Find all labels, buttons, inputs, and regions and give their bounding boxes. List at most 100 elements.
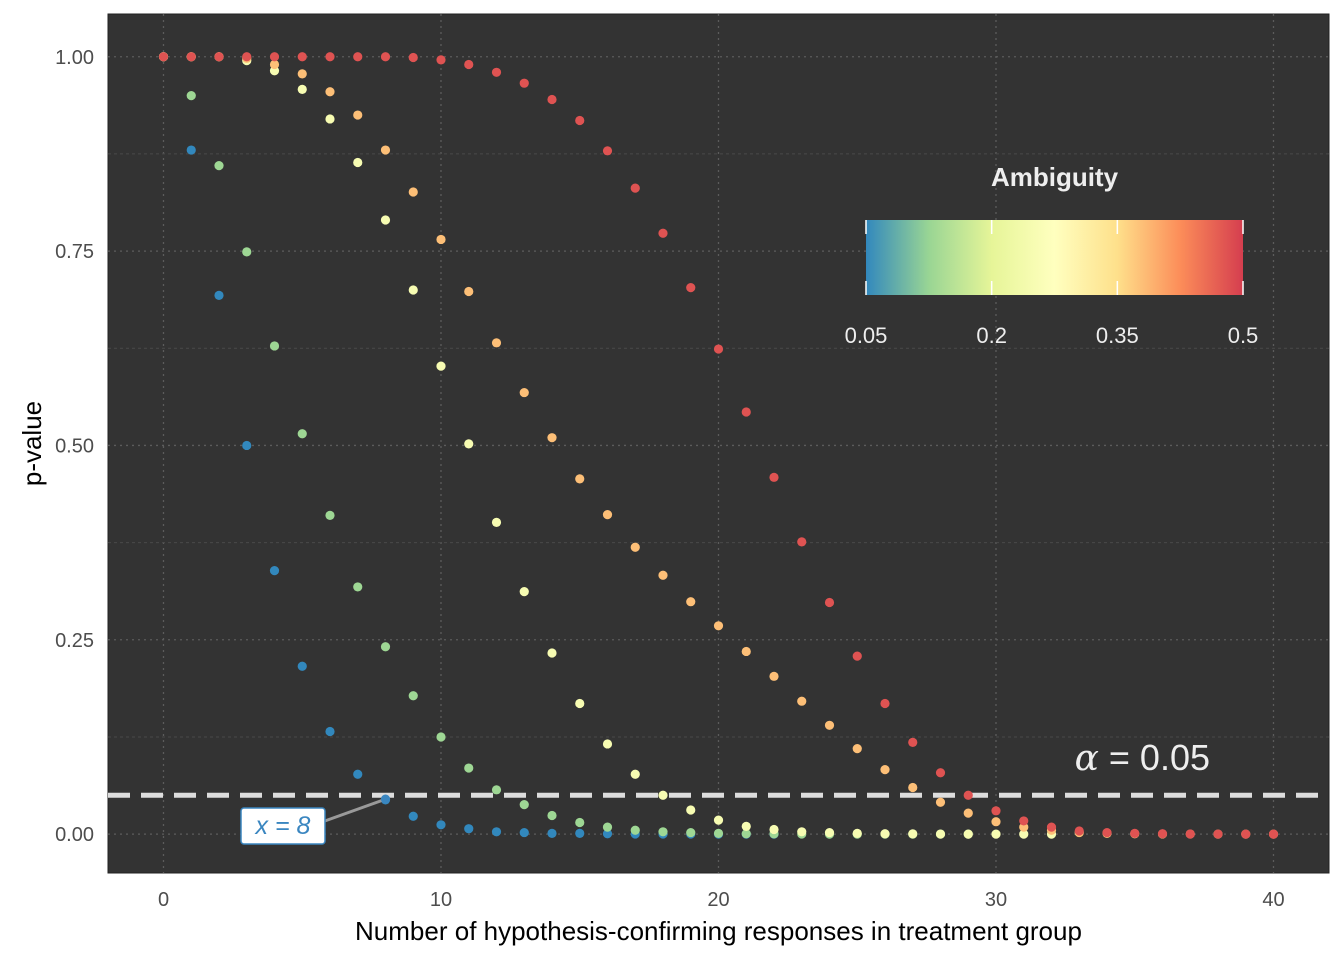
data-point bbox=[186, 145, 196, 155]
data-point bbox=[547, 94, 557, 105]
data-point bbox=[269, 52, 280, 62]
y-tick-label: 1.00 bbox=[55, 47, 94, 69]
data-point bbox=[269, 566, 280, 576]
data-point bbox=[741, 821, 751, 831]
data-point bbox=[908, 782, 918, 793]
data-point bbox=[436, 234, 446, 245]
annotation-box bbox=[240, 807, 326, 845]
data-point bbox=[1019, 829, 1029, 839]
data-point bbox=[186, 52, 196, 62]
alpha-label: α = 0.05 bbox=[1075, 737, 1210, 779]
data-point bbox=[214, 290, 224, 301]
data-point bbox=[491, 67, 502, 77]
data-point bbox=[1268, 829, 1279, 839]
data-point bbox=[935, 829, 946, 839]
data-point bbox=[575, 698, 585, 709]
data-point bbox=[908, 829, 918, 839]
legend-tick-label: 0.35 bbox=[1096, 323, 1139, 348]
data-point bbox=[686, 283, 696, 293]
data-point bbox=[380, 642, 391, 652]
data-point bbox=[630, 825, 640, 835]
alpha-value: = 0.05 bbox=[1099, 737, 1210, 778]
data-point bbox=[769, 472, 779, 482]
data-point bbox=[353, 582, 363, 592]
data-point bbox=[353, 110, 363, 120]
data-point bbox=[491, 785, 502, 795]
data-point bbox=[325, 52, 335, 62]
data-point bbox=[935, 797, 946, 807]
data-point bbox=[380, 52, 391, 62]
data-point bbox=[991, 817, 1001, 827]
data-point bbox=[852, 828, 862, 838]
data-point bbox=[852, 744, 862, 754]
x-tick-label: 0 bbox=[158, 889, 169, 911]
data-point bbox=[824, 720, 835, 730]
data-point bbox=[186, 91, 196, 101]
data-point bbox=[408, 285, 418, 295]
axes: 0 10 20 30 40 0.00 0.25 0.50 0.75 1.00 Number of h… bbox=[17, 47, 1285, 946]
data-point bbox=[1213, 829, 1223, 839]
data-point bbox=[713, 344, 724, 354]
x-tick-label: 40 bbox=[1262, 889, 1284, 911]
data-point bbox=[741, 829, 751, 839]
data-point bbox=[824, 597, 835, 608]
data-point bbox=[325, 510, 335, 521]
data-point bbox=[408, 52, 418, 63]
data-point bbox=[380, 145, 391, 155]
y-tick-label: 0.50 bbox=[55, 435, 94, 457]
legend-tick-label: 0.5 bbox=[1228, 323, 1259, 348]
data-point bbox=[408, 691, 418, 701]
data-point bbox=[214, 160, 224, 171]
data-point bbox=[297, 429, 307, 439]
data-point bbox=[880, 765, 890, 775]
data-point bbox=[630, 183, 640, 193]
data-point bbox=[325, 726, 335, 737]
x-tick-label: 10 bbox=[430, 889, 452, 911]
data-points bbox=[158, 52, 1279, 839]
data-point bbox=[991, 829, 1001, 839]
data-point bbox=[547, 433, 557, 443]
data-point bbox=[519, 827, 529, 838]
data-point bbox=[353, 52, 363, 62]
data-point bbox=[436, 732, 446, 742]
data-point bbox=[464, 824, 474, 834]
data-point bbox=[408, 811, 418, 821]
data-point bbox=[408, 187, 418, 197]
data-point bbox=[325, 114, 335, 124]
data-point bbox=[797, 696, 807, 706]
data-point bbox=[1241, 829, 1251, 839]
data-point bbox=[713, 815, 724, 825]
x-tick-label: 20 bbox=[707, 889, 729, 911]
data-point bbox=[1157, 829, 1168, 839]
data-point bbox=[797, 827, 807, 837]
data-point bbox=[686, 805, 696, 815]
data-point bbox=[297, 661, 307, 671]
y-tick-label: 0.75 bbox=[55, 241, 94, 263]
data-point bbox=[602, 822, 613, 832]
data-point bbox=[380, 215, 391, 225]
data-point bbox=[1019, 816, 1029, 826]
data-point bbox=[658, 827, 668, 837]
alpha-symbol: α bbox=[1075, 738, 1099, 779]
data-point bbox=[1185, 829, 1195, 839]
data-point bbox=[214, 52, 224, 62]
data-point bbox=[963, 790, 973, 800]
data-point bbox=[963, 829, 973, 839]
data-point bbox=[491, 827, 502, 837]
data-point bbox=[242, 440, 252, 451]
data-point bbox=[741, 646, 751, 657]
data-point bbox=[935, 768, 946, 778]
data-point bbox=[686, 597, 696, 607]
grid-lines bbox=[108, 14, 1329, 873]
data-point bbox=[297, 84, 307, 95]
annotation-leader-line bbox=[321, 797, 387, 824]
legend-tick-label: 0.2 bbox=[976, 323, 1007, 348]
data-point bbox=[436, 820, 446, 830]
reference-line-group: α = 0.05 bbox=[108, 737, 1329, 798]
data-point bbox=[1102, 827, 1112, 838]
legend-colorbar bbox=[866, 220, 1243, 295]
data-point bbox=[519, 799, 529, 810]
data-point bbox=[1046, 822, 1057, 832]
x-tick-label: 30 bbox=[985, 889, 1007, 911]
